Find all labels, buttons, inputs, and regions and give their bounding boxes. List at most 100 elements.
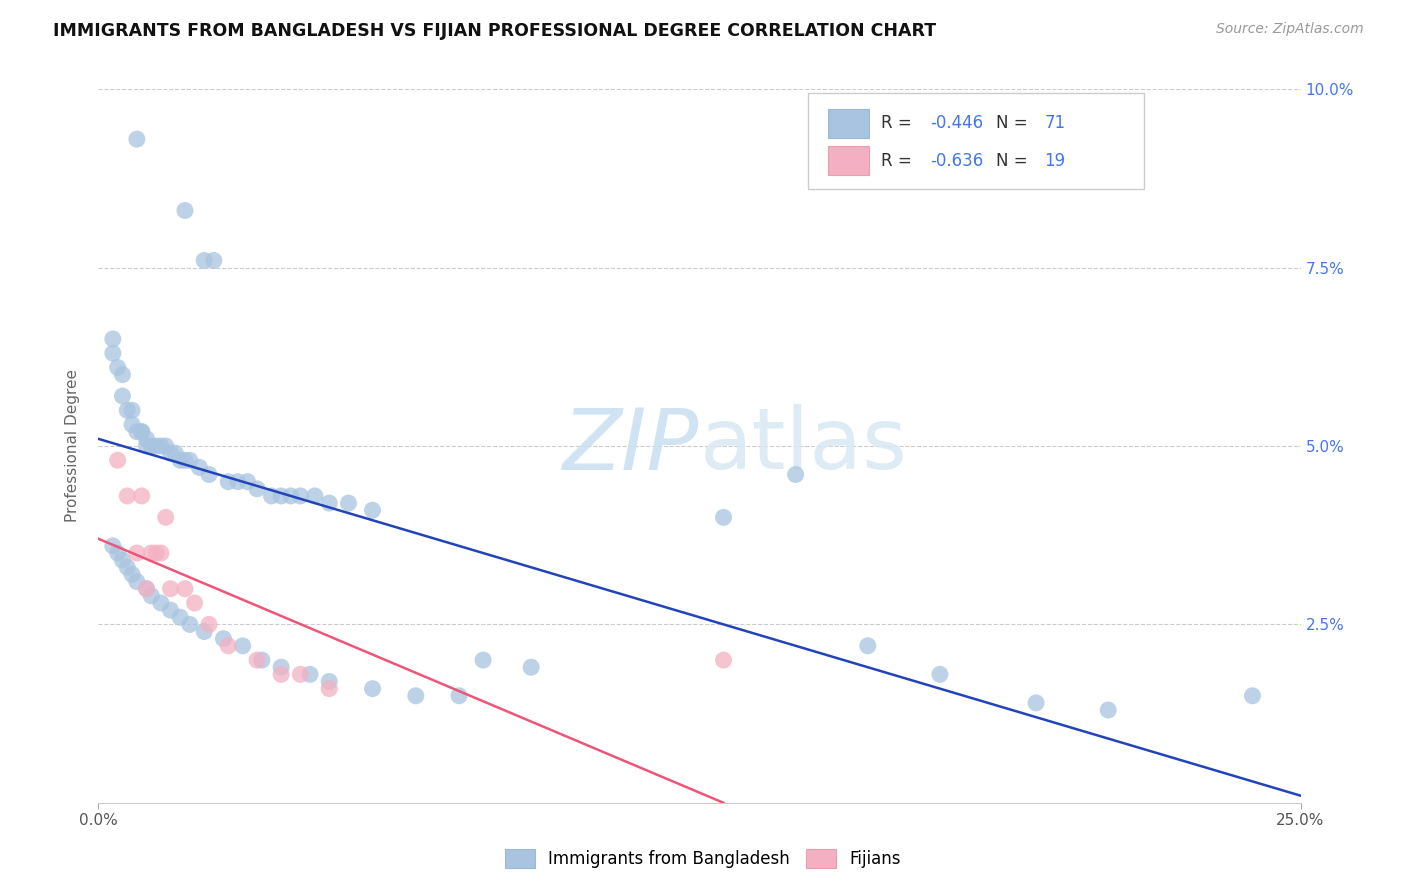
Point <box>117 403 139 417</box>
Point <box>107 360 129 375</box>
Point <box>232 639 254 653</box>
Point <box>125 546 148 560</box>
Point <box>270 667 292 681</box>
Point <box>198 467 221 482</box>
Point <box>217 639 239 653</box>
Point <box>198 617 221 632</box>
Point <box>472 653 495 667</box>
Point <box>250 653 273 667</box>
Legend: Immigrants from Bangladesh, Fijians: Immigrants from Bangladesh, Fijians <box>498 843 908 875</box>
Text: 71: 71 <box>1045 114 1066 132</box>
Point <box>121 567 143 582</box>
Point <box>1025 696 1047 710</box>
Point <box>188 460 211 475</box>
FancyBboxPatch shape <box>828 109 869 137</box>
Point <box>135 582 157 596</box>
Text: 19: 19 <box>1045 152 1066 169</box>
Text: atlas: atlas <box>700 404 907 488</box>
Point <box>111 553 134 567</box>
Point <box>155 439 177 453</box>
Point <box>155 510 177 524</box>
Point <box>135 432 157 446</box>
Point <box>226 475 249 489</box>
Point <box>785 467 807 482</box>
Point <box>193 624 215 639</box>
Point <box>159 582 181 596</box>
Point <box>236 475 259 489</box>
Point <box>111 368 134 382</box>
Point <box>318 681 340 696</box>
Text: N =: N = <box>997 152 1033 169</box>
Point <box>179 617 201 632</box>
Point <box>318 674 340 689</box>
FancyBboxPatch shape <box>828 146 869 175</box>
Text: -0.636: -0.636 <box>931 152 984 169</box>
Point <box>1241 689 1264 703</box>
FancyBboxPatch shape <box>807 93 1144 189</box>
Point <box>212 632 235 646</box>
Point <box>149 596 172 610</box>
Text: -0.446: -0.446 <box>931 114 983 132</box>
Point <box>159 446 181 460</box>
Y-axis label: Professional Degree: Professional Degree <box>65 369 80 523</box>
Point <box>713 653 735 667</box>
Point <box>290 667 312 681</box>
Point <box>165 446 187 460</box>
Text: ZIP: ZIP <box>564 404 700 488</box>
Point <box>101 346 124 360</box>
Point <box>125 132 148 146</box>
Point <box>1097 703 1119 717</box>
Point <box>131 425 153 439</box>
Point <box>135 439 157 453</box>
Point <box>856 639 879 653</box>
Point <box>520 660 543 674</box>
Point <box>131 425 153 439</box>
Point <box>290 489 312 503</box>
Point <box>141 546 163 560</box>
Point <box>135 582 157 596</box>
Point <box>298 667 321 681</box>
Point <box>149 546 172 560</box>
Point <box>193 253 215 268</box>
Point <box>117 489 139 503</box>
Point <box>101 539 124 553</box>
Point <box>174 453 197 467</box>
Point <box>117 560 139 574</box>
Point <box>270 489 292 503</box>
Point <box>169 610 191 624</box>
Point <box>159 603 181 617</box>
Point <box>217 475 239 489</box>
Point <box>280 489 302 503</box>
Point <box>713 510 735 524</box>
Point <box>179 453 201 467</box>
Point <box>111 389 134 403</box>
Point <box>304 489 326 503</box>
Point <box>202 253 225 268</box>
Point <box>405 689 427 703</box>
Point <box>169 453 191 467</box>
Point <box>928 667 950 681</box>
Point <box>131 489 153 503</box>
Point <box>101 332 124 346</box>
Text: IMMIGRANTS FROM BANGLADESH VS FIJIAN PROFESSIONAL DEGREE CORRELATION CHART: IMMIGRANTS FROM BANGLADESH VS FIJIAN PRO… <box>53 22 936 40</box>
Point <box>337 496 360 510</box>
Point <box>145 439 167 453</box>
Point <box>141 589 163 603</box>
Point <box>361 503 384 517</box>
Text: Source: ZipAtlas.com: Source: ZipAtlas.com <box>1216 22 1364 37</box>
Point <box>107 453 129 467</box>
Point <box>183 596 205 610</box>
Point <box>270 660 292 674</box>
Point <box>246 653 269 667</box>
Point <box>125 574 148 589</box>
Point <box>174 582 197 596</box>
Point <box>107 546 129 560</box>
Text: R =: R = <box>882 152 917 169</box>
Point <box>447 689 470 703</box>
Point <box>121 417 143 432</box>
Point <box>125 425 148 439</box>
Point <box>260 489 283 503</box>
Text: N =: N = <box>997 114 1033 132</box>
Point <box>246 482 269 496</box>
Point <box>121 403 143 417</box>
